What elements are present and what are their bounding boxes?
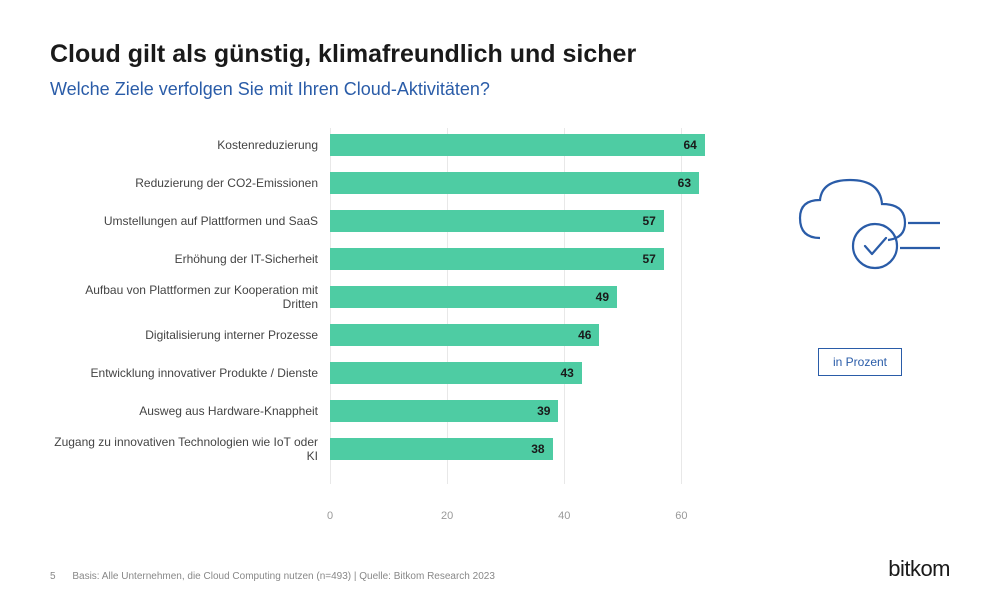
bar-row: Umstellungen auf Plattformen und SaaS57 bbox=[50, 204, 740, 238]
slide-title: Cloud gilt als günstig, klimafreundlich … bbox=[50, 40, 950, 69]
logo: bitkom bbox=[888, 556, 950, 582]
bar: 63 bbox=[330, 172, 699, 194]
bar-label: Digitalisierung interner Prozesse bbox=[50, 328, 330, 342]
legend-label: in Prozent bbox=[833, 355, 887, 369]
x-tick-label: 40 bbox=[558, 510, 570, 522]
bar-track: 49 bbox=[330, 280, 740, 314]
slide: Cloud gilt als günstig, klimafreundlich … bbox=[0, 0, 1000, 600]
decor-column: in Prozent bbox=[770, 128, 950, 570]
bar-track: 43 bbox=[330, 356, 740, 390]
bar-label: Erhöhung der IT-Sicherheit bbox=[50, 252, 330, 266]
cloud-check-icon bbox=[780, 168, 940, 278]
bar: 49 bbox=[330, 286, 617, 308]
x-tick-label: 20 bbox=[441, 510, 453, 522]
bar-track: 39 bbox=[330, 394, 740, 428]
bar-row: Ausweg aus Hardware-Knappheit39 bbox=[50, 394, 740, 428]
bar-row: Kostenreduzierung64 bbox=[50, 128, 740, 162]
page-number: 5 bbox=[50, 571, 56, 582]
legend-box: in Prozent bbox=[818, 348, 902, 376]
bar-chart: Kostenreduzierung64 Reduzierung der CO2-E… bbox=[50, 128, 740, 508]
bar-track: 63 bbox=[330, 166, 740, 200]
bar-label: Entwicklung innovativer Produkte / Diens… bbox=[50, 366, 330, 380]
bar-track: 38 bbox=[330, 432, 740, 466]
bar: 38 bbox=[330, 438, 553, 460]
footer-left: 5 Basis: Alle Unternehmen, die Cloud Com… bbox=[50, 571, 495, 582]
x-tick-label: 0 bbox=[327, 510, 333, 522]
bar-row: Reduzierung der CO2-Emissionen63 bbox=[50, 166, 740, 200]
bar-label: Zugang zu innovativen Technologien wie I… bbox=[50, 435, 330, 463]
bar-label: Ausweg aus Hardware-Knappheit bbox=[50, 404, 330, 418]
bar: 43 bbox=[330, 362, 582, 384]
bar-label: Reduzierung der CO2-Emissionen bbox=[50, 176, 330, 190]
content-area: Kostenreduzierung64 Reduzierung der CO2-E… bbox=[50, 128, 950, 570]
bar: 46 bbox=[330, 324, 599, 346]
bar-row: Zugang zu innovativen Technologien wie I… bbox=[50, 432, 740, 466]
bar: 64 bbox=[330, 134, 705, 156]
footer-basis: Basis: Alle Unternehmen, die Cloud Compu… bbox=[72, 571, 495, 582]
bar: 39 bbox=[330, 400, 558, 422]
bar-label: Umstellungen auf Plattformen und SaaS bbox=[50, 214, 330, 228]
slide-subtitle: Welche Ziele verfolgen Sie mit Ihren Clo… bbox=[50, 79, 950, 100]
bar-label: Aufbau von Plattformen zur Kooperation m… bbox=[50, 283, 330, 311]
bar-row: Aufbau von Plattformen zur Kooperation m… bbox=[50, 280, 740, 314]
bar-track: 64 bbox=[330, 128, 740, 162]
footer: 5 Basis: Alle Unternehmen, die Cloud Com… bbox=[50, 556, 950, 582]
x-tick-label: 60 bbox=[675, 510, 687, 522]
bar-row: Digitalisierung interner Prozesse46 bbox=[50, 318, 740, 352]
bar-label: Kostenreduzierung bbox=[50, 138, 330, 152]
bar-row: Entwicklung innovativer Produkte / Diens… bbox=[50, 356, 740, 390]
bar-track: 57 bbox=[330, 204, 740, 238]
bar-track: 57 bbox=[330, 242, 740, 276]
bar: 57 bbox=[330, 210, 664, 232]
x-axis-ticks: 0 20 40 60 bbox=[330, 508, 740, 526]
bar-track: 46 bbox=[330, 318, 740, 352]
bar: 57 bbox=[330, 248, 664, 270]
bar-row: Erhöhung der IT-Sicherheit57 bbox=[50, 242, 740, 276]
